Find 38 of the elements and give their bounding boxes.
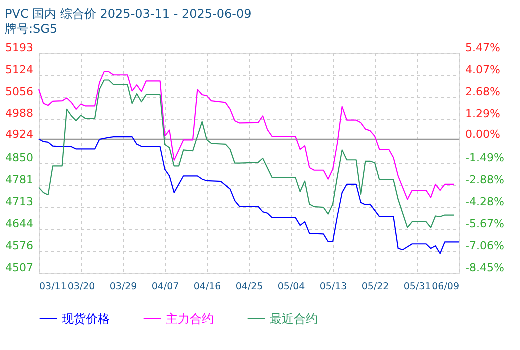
y-tick-label: 5193 (6, 42, 34, 54)
x-tick-label: 04/16 (194, 282, 222, 292)
y-tick-label: 4988 (6, 107, 34, 120)
legend-label: 最近合约 (270, 312, 318, 326)
y2-tick-label: 2.68% (466, 86, 500, 99)
y2-tick-label: 1.29% (466, 108, 500, 121)
x-tick-label: 03/11 (40, 282, 67, 292)
x-tick-label: 04/07 (152, 282, 180, 292)
x-tick-label: 05/22 (362, 282, 390, 292)
y2-tick-label: -4.28% (466, 196, 504, 209)
legend-label: 现货价格 (62, 312, 110, 326)
y-tick-label: 5056 (6, 85, 34, 98)
legend-label: 主力合约 (166, 312, 214, 326)
x-tick-label: 05/13 (320, 282, 348, 292)
y2-tick-label: 5.47% (466, 42, 500, 54)
y-tick-label: 4713 (6, 195, 34, 208)
y-tick-label: 5124 (6, 64, 34, 77)
chart-subtitle: 牌号:SG5 (5, 22, 58, 36)
x-tick-label: 03/29 (110, 282, 138, 292)
x-tick-label: 04/25 (236, 282, 264, 292)
y2-tick-label: -1.49% (466, 152, 504, 164)
y2-tick-label: -5.67% (466, 218, 504, 231)
y-tick-label: 4850 (6, 152, 34, 164)
x-tick-label: 05/04 (278, 282, 306, 292)
chart-title: PVC 国内 综合价 2025-03-11 - 2025-06-09 (5, 7, 252, 21)
y2-tick-label: -2.88% (466, 173, 504, 186)
y-tick-label: 4644 (6, 218, 34, 231)
y-tick-label: 4781 (6, 174, 34, 187)
y2-tick-label: -8.45% (466, 262, 504, 274)
y2-tick-label: 0.00% (466, 128, 500, 141)
y-tick-label: 4507 (6, 262, 34, 274)
x-tick-label: 06/09 (432, 282, 460, 292)
y2-tick-label: 4.07% (466, 64, 500, 77)
y-tick-label: 4576 (6, 239, 34, 252)
x-tick-label: 05/31 (404, 282, 432, 292)
y-tick-label: 4924 (6, 128, 34, 141)
x-tick-label: 03/20 (68, 282, 96, 292)
y2-tick-label: -7.06% (466, 240, 504, 253)
